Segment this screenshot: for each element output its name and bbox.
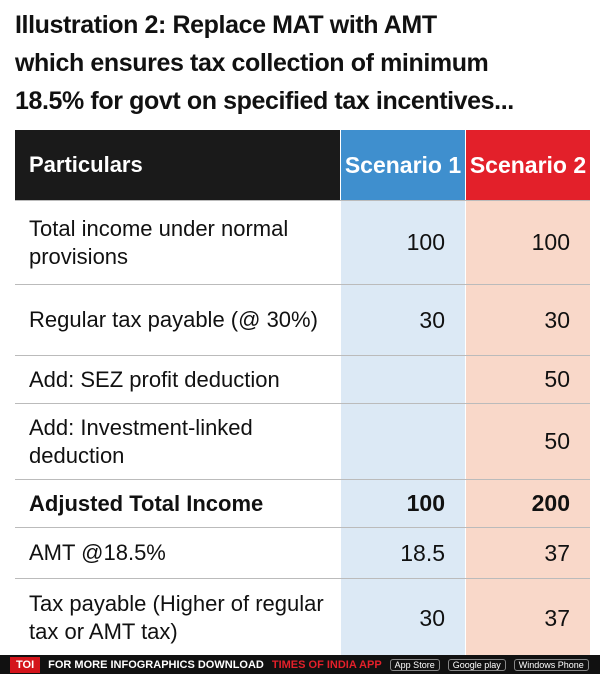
- footer: TOI FOR MORE INFOGRAPHICS DOWNLOAD TIMES…: [0, 655, 600, 674]
- scenario-2-value: 37: [465, 528, 590, 578]
- row-label: Tax payable (Higher of regular tax or AM…: [29, 591, 324, 644]
- header-row: Particulars Scenario 1 Scenario 2: [15, 130, 590, 201]
- title: Illustration 2: Replace MAT with AMT whic…: [15, 6, 595, 120]
- table-row: Regular tax payable (@ 30%) 30 30: [15, 285, 590, 356]
- row-label: Regular tax payable (@ 30%): [29, 307, 318, 332]
- column-header: Scenario 1: [340, 130, 465, 200]
- store-badge: App Store: [389, 658, 440, 671]
- scenario-2-value: 50: [465, 404, 590, 479]
- title-line: 18.5% for govt on specified tax incentiv…: [15, 87, 514, 115]
- scenario-2-value: 37: [465, 579, 590, 657]
- table-row: Adjusted Total Income 100 200: [15, 480, 590, 528]
- table-row: Add: SEZ profit deduction 50: [15, 356, 590, 404]
- row-label: Adjusted Total Income: [29, 490, 264, 516]
- column-header: Particulars: [15, 130, 340, 200]
- scenario-1-value: 30: [340, 579, 465, 657]
- column-header: Scenario 2: [465, 130, 590, 200]
- title-line: Illustration 2: Replace MAT with AMT: [15, 11, 437, 39]
- scenario-1-value: 18.5: [340, 528, 465, 578]
- row-label: AMT @18.5%: [29, 540, 166, 565]
- scenario-1-value: 100: [340, 201, 465, 284]
- scenario-2-value: 50: [465, 356, 590, 403]
- table-row: Tax payable (Higher of regular tax or AM…: [15, 579, 590, 658]
- scenario-1-value: 30: [340, 285, 465, 355]
- table-row: AMT @18.5% 18.5 37: [15, 528, 590, 579]
- footer-text: FOR MORE INFOGRAPHICS DOWNLOAD: [48, 658, 264, 671]
- brand: TOI: [10, 656, 41, 673]
- scenario-1-value: 100: [340, 480, 465, 527]
- row-label: Total income under normal provisions: [29, 215, 289, 269]
- scenario-2-value: 30: [465, 285, 590, 355]
- title-line: which ensures tax collection of minimum: [15, 49, 489, 77]
- table: Particulars Scenario 1 Scenario 2 Total inc…: [15, 130, 590, 658]
- scenario-2-value: 200: [465, 480, 590, 527]
- row-label: Add: SEZ profit deduction: [29, 366, 280, 392]
- scenario-1-value: [340, 356, 465, 403]
- table-row: Total income under normal provisions 100 1…: [15, 201, 590, 285]
- scenario-2-value: 100: [465, 201, 590, 284]
- row-label: Add: Investment-linked deduction: [29, 414, 253, 468]
- app-name: TIMES OF INDIA APP: [271, 658, 382, 671]
- table-row: Add: Investment-linked deduction 50: [15, 404, 590, 480]
- store-badge: Google play: [447, 658, 506, 671]
- store-badge: Windows Phone: [513, 658, 589, 671]
- scenario-1-value: [340, 404, 465, 479]
